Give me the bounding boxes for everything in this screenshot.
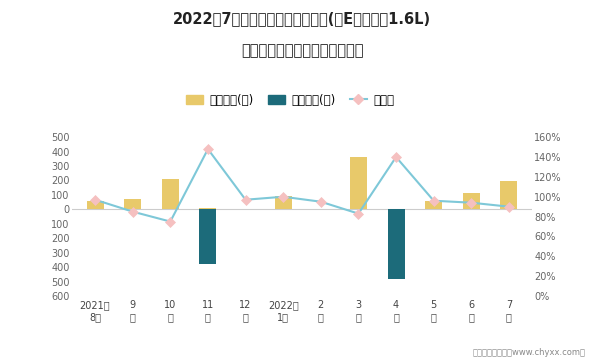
Bar bbox=[388, 209, 405, 279]
Text: 2022年7月福瑞迪旗下最畅销轿车(新E代福瑞迪1.6L): 2022年7月福瑞迪旗下最畅销轿车(新E代福瑞迪1.6L) bbox=[173, 11, 431, 26]
Bar bbox=[162, 179, 179, 209]
Bar bbox=[275, 196, 292, 209]
Bar bbox=[463, 193, 480, 209]
Bar bbox=[199, 209, 216, 264]
Text: 制图：智研咨询（www.chyxx.com）: 制图：智研咨询（www.chyxx.com） bbox=[473, 348, 586, 357]
Bar bbox=[425, 201, 442, 209]
Bar bbox=[86, 201, 103, 209]
Text: 近一年库存情况及产销率统计图: 近一年库存情况及产销率统计图 bbox=[241, 43, 363, 58]
Bar bbox=[199, 208, 216, 209]
Bar bbox=[350, 157, 367, 209]
Bar bbox=[124, 199, 141, 209]
Bar bbox=[501, 181, 518, 209]
Legend: 积压库存(辆), 清仓库存(辆), 产销率: 积压库存(辆), 清仓库存(辆), 产销率 bbox=[181, 89, 399, 112]
